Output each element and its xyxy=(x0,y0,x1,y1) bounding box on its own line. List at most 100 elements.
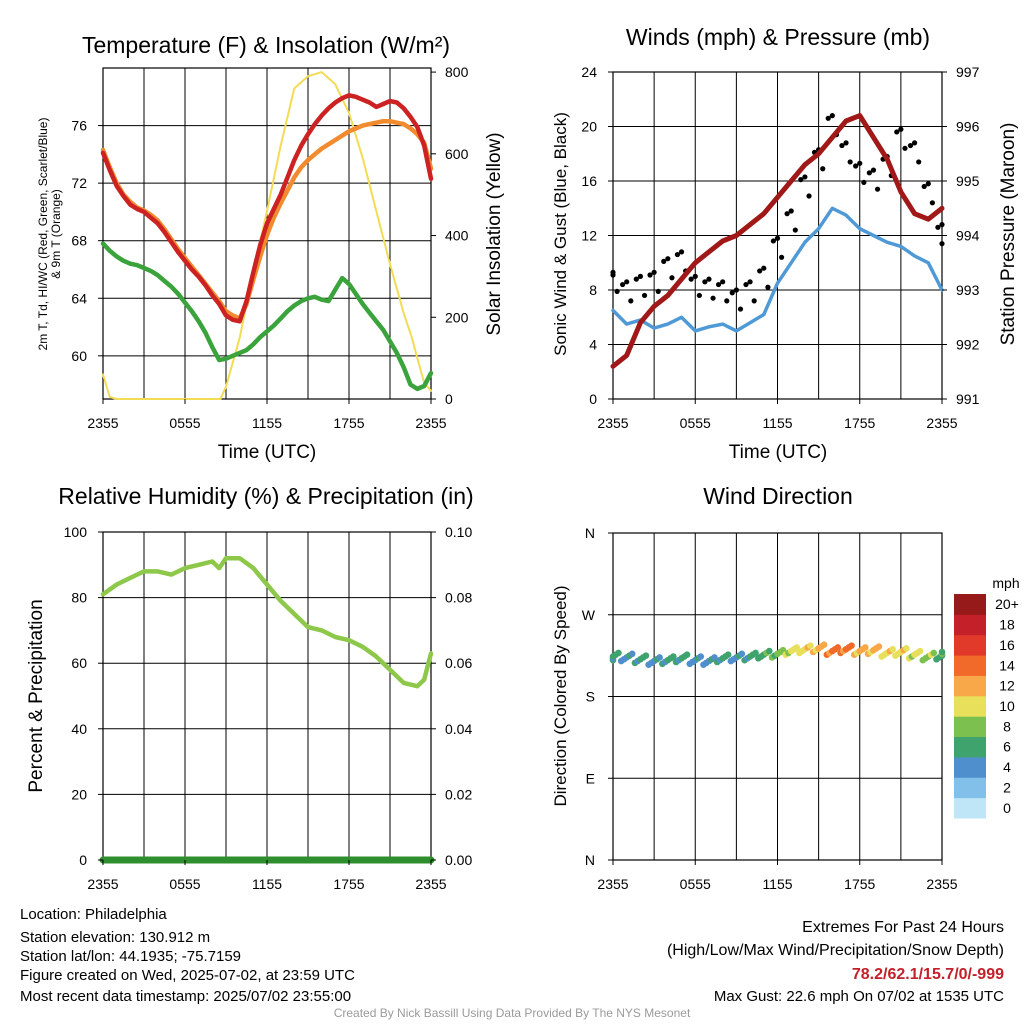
winds-ytick-label: 8 xyxy=(589,282,597,298)
temperature-ylabel-right: Solar Insolation (Yellow) xyxy=(484,132,505,335)
temperature-series xyxy=(100,71,434,400)
wind-direction-point xyxy=(724,651,732,659)
wind-direction-point xyxy=(656,654,663,661)
gust-point xyxy=(784,211,790,217)
humidity-ytick-right-label: 0.04 xyxy=(445,721,472,737)
winds-xtick-label: 0555 xyxy=(680,415,711,431)
colorbar-swatch xyxy=(954,695,986,717)
colorbar-swatch xyxy=(954,716,986,738)
wind-direction-point xyxy=(938,648,946,656)
winds-ylabel-right: Station Pressure (Maroon) xyxy=(998,123,1019,346)
humidity-ytick-right-label: 0.08 xyxy=(445,590,472,606)
humidity-xtick-label: 1155 xyxy=(252,876,282,892)
gust-point xyxy=(853,163,859,169)
extremes-values: 78.2/62.1/15.7/0/-999 xyxy=(851,966,1004,983)
colorbar-label: 20+ xyxy=(995,596,1019,612)
colorbar-label: 0 xyxy=(1003,800,1011,816)
humidity-ytick-label: 80 xyxy=(71,590,87,606)
temperature-2m-line xyxy=(100,93,434,324)
gust-point xyxy=(761,265,767,271)
humidity-ytick-right-label: 0.10 xyxy=(445,524,472,540)
gust-point xyxy=(688,276,694,282)
colorbar-swatch xyxy=(954,655,986,676)
wind-direction-xtick-label: 1755 xyxy=(844,876,875,892)
winds-ticks: 2355 0555 1155 1755 235504812162024991992993… xyxy=(581,64,979,431)
wind-direction-title: Wind Direction xyxy=(703,483,853,509)
gust-point xyxy=(724,298,730,304)
gust-point xyxy=(641,292,648,299)
temperature-ytick-label: 68 xyxy=(71,233,87,249)
wind-direction-point xyxy=(752,649,759,657)
gust-point xyxy=(939,241,945,247)
gust-point xyxy=(747,279,753,285)
extremes-subtitle: (High/Low/Max Wind/Precipitation/Snow De… xyxy=(666,942,1004,959)
gust-point xyxy=(898,126,904,132)
winds-ytick-right-label: 992 xyxy=(956,337,980,353)
winds-panel: Winds (mph) & Pressure (mb) 2355 0555 1155… xyxy=(551,24,1019,463)
gust-point xyxy=(633,276,639,282)
winds-ytick-right-label: 994 xyxy=(956,228,980,244)
temperature-ytick-right-label: 400 xyxy=(445,228,469,244)
gust-point xyxy=(935,224,941,230)
wind-direction-point xyxy=(903,645,910,652)
gust-point xyxy=(647,272,653,278)
extremes-title: Extremes For Past 24 Hours xyxy=(802,919,1004,936)
colorbar-label: 2 xyxy=(1003,779,1011,795)
humidity-ytick-label: 60 xyxy=(71,655,87,671)
temperature-ylabel-line1: 2m T, Td, HI/WC (Red, Green, Scarlet/Blu… xyxy=(36,118,50,351)
temperature-xtick-label: 2355 xyxy=(87,415,118,431)
wind-direction-grid xyxy=(613,533,942,860)
winds-title: Winds (mph) & Pressure (mb) xyxy=(626,24,930,50)
gust-point xyxy=(733,287,739,293)
gust-point xyxy=(655,288,661,294)
gust-point xyxy=(770,238,776,244)
temperature-title: Temperature (F) & Insolation (W/m²) xyxy=(82,32,450,58)
wind-direction-xtick-label: 2355 xyxy=(597,876,628,892)
humidity-ytick-label: 0 xyxy=(79,852,87,868)
temperature-ticks: 2355 0555 1155 1755 2355 60 64 68 72 76 0 200 400 600… xyxy=(71,64,468,431)
gust-point xyxy=(792,227,798,233)
temperature-xtick-label: 0555 xyxy=(169,415,200,431)
wind-direction-panel: Wind Direction 2355 0555 1155 1755 2355NESWN… xyxy=(551,483,1020,892)
temperature-ytick-right-label: 0 xyxy=(445,391,453,407)
temperature-xtick-label: 1155 xyxy=(252,415,282,431)
temperature-xtick-label: 2355 xyxy=(415,415,446,431)
gust-point xyxy=(806,193,812,199)
temperature-xtick-label: 1755 xyxy=(333,415,364,431)
gust-point xyxy=(710,295,716,301)
gust-point xyxy=(661,258,667,264)
wind-direction-point xyxy=(697,653,705,660)
gust-point xyxy=(757,268,763,274)
winds-series xyxy=(610,113,945,369)
recent-data-text: Most recent data timestamp: 2025/07/02 2… xyxy=(20,988,352,1005)
wind-direction-xtick-label: 0555 xyxy=(680,876,711,892)
sonic-wind-line xyxy=(611,206,944,333)
winds-ytick-label: 12 xyxy=(581,228,597,244)
temperature-ytick-right-label: 800 xyxy=(445,64,469,80)
gust-point xyxy=(624,279,630,285)
wind-direction-ytick-label: W xyxy=(582,607,596,623)
winds-ytick-right-label: 996 xyxy=(956,119,980,135)
gust-point xyxy=(820,166,826,172)
temperature-ylabel-left: 2m T, Td, HI/WC (Red, Green, Scarlet/Blu… xyxy=(36,118,63,351)
winds-xtick-label: 2355 xyxy=(597,415,628,431)
gust-point xyxy=(798,177,804,183)
humidity-ytick-right-label: 0.06 xyxy=(445,655,472,671)
gust-point xyxy=(916,159,922,165)
wind-direction-point xyxy=(670,653,677,660)
winds-ytick-right-label: 997 xyxy=(956,64,980,80)
gust-point xyxy=(939,222,945,228)
wind-direction-xtick-label: 1155 xyxy=(762,876,792,892)
colorbar-swatch xyxy=(954,736,986,758)
colorbar-label: 14 xyxy=(999,657,1015,673)
wind-direction-point xyxy=(875,643,883,650)
wind-direction-point xyxy=(930,649,938,657)
gust-point xyxy=(843,140,849,146)
gust-point xyxy=(857,160,863,166)
wind-direction-point xyxy=(683,651,691,659)
wind-direction-point xyxy=(848,642,855,649)
humidity-xtick-label: 2355 xyxy=(87,876,118,892)
colorbar-label: 4 xyxy=(1003,759,1011,775)
